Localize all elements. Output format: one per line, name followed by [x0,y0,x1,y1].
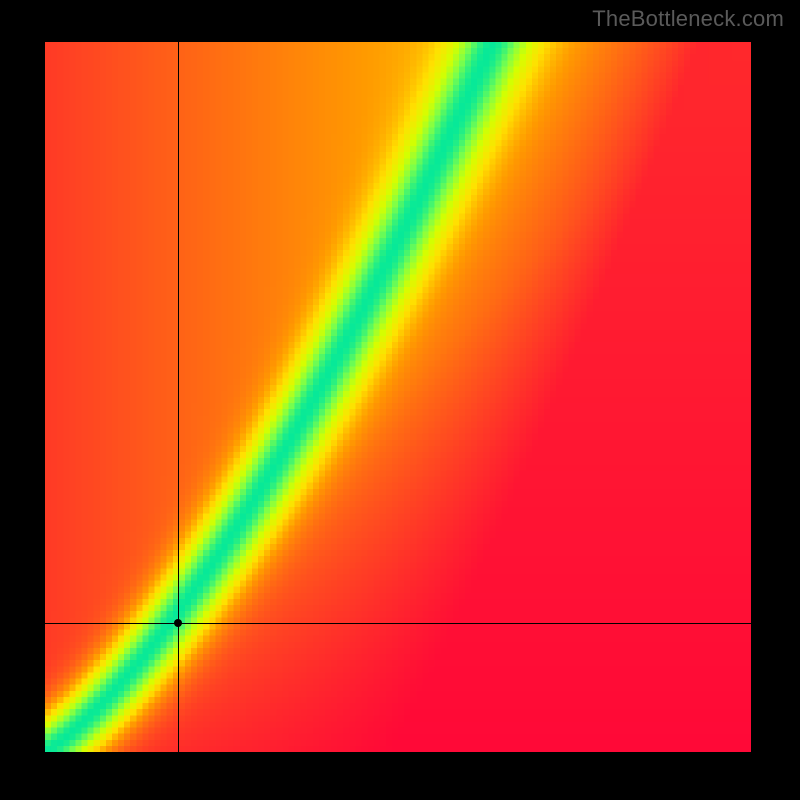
heatmap-plot [45,42,751,752]
heatmap-canvas [45,42,751,752]
marker-dot [174,619,182,627]
watermark-text: TheBottleneck.com [592,6,784,32]
crosshair-vertical [178,42,179,752]
crosshair-horizontal [45,623,751,624]
